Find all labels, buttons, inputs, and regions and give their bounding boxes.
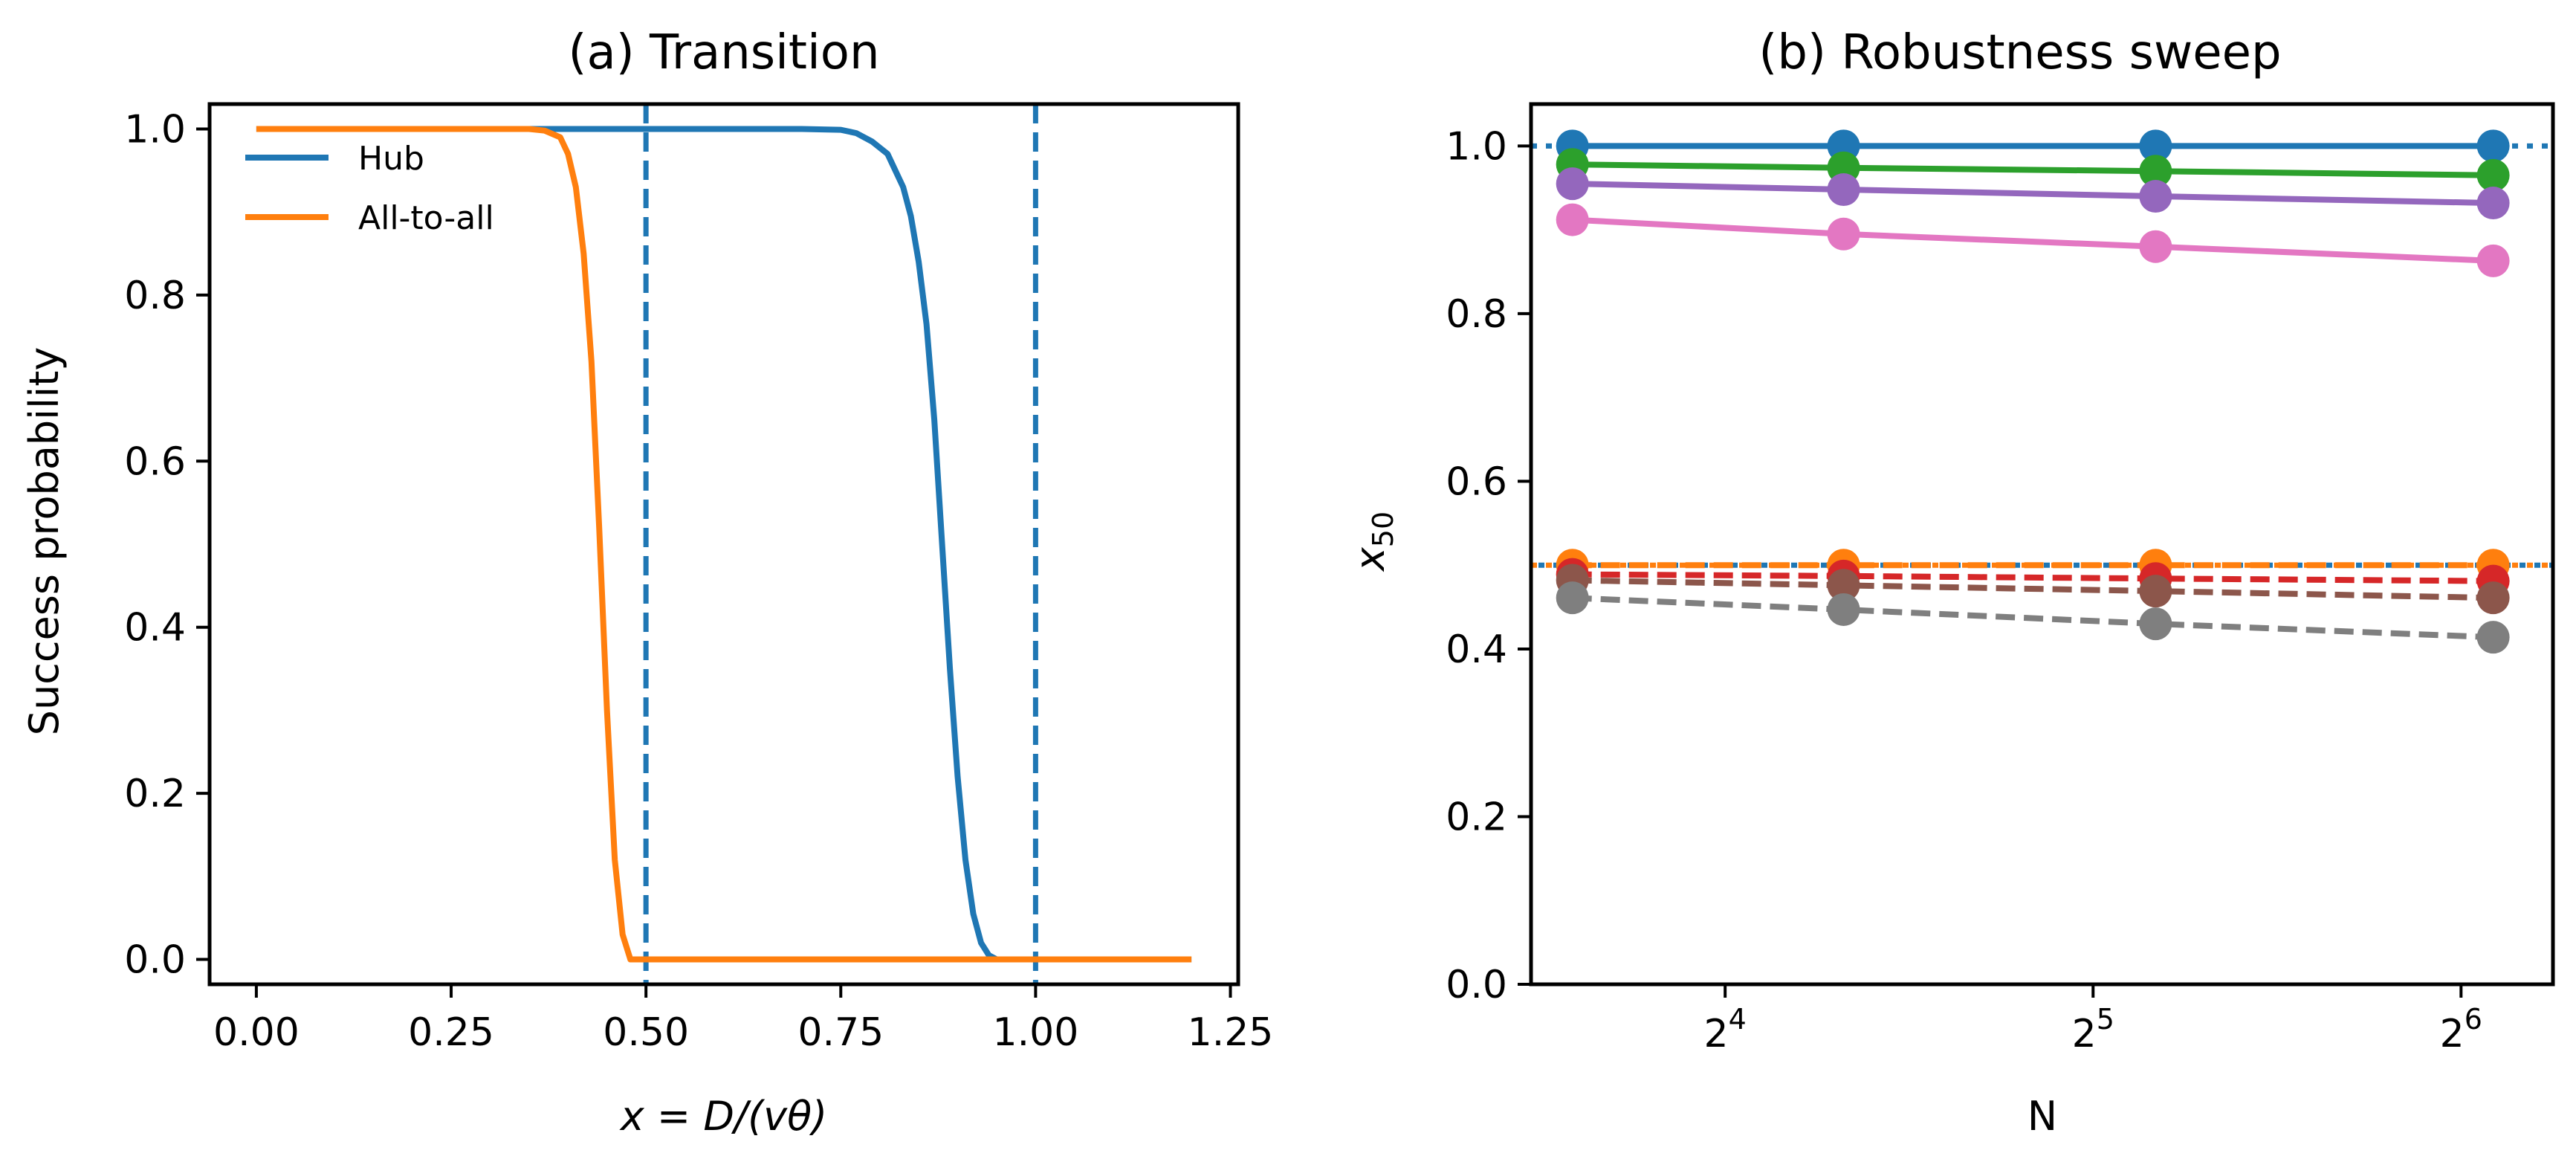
robustness-x-tick-base-2: 2 bbox=[2440, 1012, 2465, 1056]
robustness-point-1-2 bbox=[2139, 155, 2172, 188]
robustness-point-6-1 bbox=[1827, 569, 1860, 602]
transition-chart-title: (a) Transition bbox=[569, 25, 880, 80]
robustness-point-7-1 bbox=[1827, 593, 1860, 626]
robustness-y-tick-label-2: 0.4 bbox=[1446, 627, 1507, 672]
robustness-panel: (b) Robustness sweep x50 N 24 25 26 0.00.2… bbox=[1347, 25, 2555, 1140]
robustness-point-2-3 bbox=[2476, 187, 2510, 220]
robustness-y-tick-label-4: 0.8 bbox=[1446, 292, 1507, 337]
robustness-hlines bbox=[1531, 143, 2553, 568]
robustness-ylabel-sub: 50 bbox=[1367, 511, 1399, 547]
robustness-x-tick-base-1: 2 bbox=[2072, 1012, 2097, 1056]
transition-y-tick-label-2: 0.4 bbox=[124, 606, 186, 650]
robustness-y-tick-label-0: 0.0 bbox=[1446, 963, 1507, 1007]
robustness-xlabel: N bbox=[2028, 1093, 2057, 1140]
robustness-series-line-2 bbox=[1572, 181, 2494, 207]
transition-series-line-1 bbox=[256, 126, 1192, 963]
transition-ylabel: Success probability bbox=[21, 347, 68, 736]
robustness-series-line-5 bbox=[1572, 571, 2494, 584]
robustness-point-3-0 bbox=[1556, 203, 1589, 236]
robustness-x-tick-label-1: 25 bbox=[2072, 1003, 2114, 1056]
robustness-x-tick-label-0: 24 bbox=[1704, 1003, 1747, 1056]
robustness-point-2-1 bbox=[1827, 173, 1860, 207]
robustness-y-tick-label-3: 0.6 bbox=[1446, 459, 1507, 504]
robustness-point-0-2 bbox=[2139, 129, 2172, 163]
transition-x-ticks: 0.00 0.25 0.50 0.75 1.00 1.25 bbox=[213, 984, 1273, 1055]
transition-y-tick-label-4: 0.8 bbox=[124, 274, 186, 318]
transition-series bbox=[256, 126, 1192, 963]
robustness-x-tick-base-0: 2 bbox=[1704, 1012, 1729, 1056]
robustness-point-7-3 bbox=[2476, 621, 2510, 654]
transition-vlines bbox=[643, 104, 1038, 984]
robustness-x-tick-exponent-2: 6 bbox=[2465, 1003, 2482, 1036]
transition-legend-label-1: All-to-all bbox=[358, 199, 494, 237]
robustness-series-7 bbox=[1556, 581, 2510, 654]
transition-x-tick-label-2: 0.50 bbox=[603, 1010, 689, 1055]
robustness-point-6-2 bbox=[2139, 575, 2172, 608]
transition-legend-label-0: Hub bbox=[358, 140, 424, 178]
robustness-series-0 bbox=[1556, 129, 2510, 163]
robustness-series-line-7 bbox=[1572, 595, 2494, 641]
transition-x-tick-label-4: 1.00 bbox=[993, 1010, 1079, 1055]
robustness-point-3-3 bbox=[2476, 244, 2510, 277]
robustness-series-line-3 bbox=[1572, 216, 2494, 264]
robustness-axes-frame bbox=[1529, 102, 2555, 987]
robustness-series-3 bbox=[1556, 203, 2510, 277]
transition-x-tick-label-1: 0.25 bbox=[408, 1010, 494, 1055]
robustness-point-2-2 bbox=[2139, 180, 2172, 213]
robustness-point-7-0 bbox=[1556, 581, 1589, 615]
robustness-series-line-6 bbox=[1572, 577, 2494, 601]
robustness-x-tick-exponent-0: 4 bbox=[1729, 1003, 1747, 1036]
transition-y-ticks: 0.0 0.2 0.4 0.6 0.8 1.0 bbox=[124, 108, 210, 982]
transition-y-tick-label-5: 1.0 bbox=[124, 108, 186, 152]
robustness-ylabel-text: x bbox=[1347, 546, 1394, 572]
transition-series-line-0 bbox=[256, 126, 1192, 963]
transition-y-tick-label-1: 0.2 bbox=[124, 772, 186, 816]
transition-panel: (a) Transition Success probability x = D… bbox=[21, 25, 1273, 1140]
robustness-x-tick-exponent-1: 5 bbox=[2097, 1003, 2114, 1036]
transition-axes-frame bbox=[207, 102, 1240, 987]
robustness-point-3-2 bbox=[2139, 230, 2172, 263]
robustness-point-7-2 bbox=[2139, 607, 2172, 641]
robustness-y-tick-label-5: 1.0 bbox=[1446, 124, 1507, 169]
robustness-series-line-1 bbox=[1572, 161, 2494, 178]
robustness-point-2-0 bbox=[1556, 167, 1589, 201]
transition-x-tick-label-5: 1.25 bbox=[1188, 1010, 1274, 1055]
robustness-x-tick-label-2: 26 bbox=[2440, 1003, 2482, 1056]
robustness-x-ticks: 24 25 26 bbox=[1704, 984, 2482, 1056]
robustness-series bbox=[1556, 129, 2510, 654]
transition-y-tick-label-0: 0.0 bbox=[124, 937, 186, 982]
transition-y-tick-label-3: 0.6 bbox=[124, 439, 186, 484]
robustness-point-6-3 bbox=[2476, 581, 2510, 615]
transition-x-tick-label-3: 0.75 bbox=[797, 1010, 884, 1055]
transition-legend: Hub All-to-all bbox=[245, 140, 494, 237]
robustness-point-0-3 bbox=[2476, 129, 2510, 163]
transition-xlabel-text: x = D/(vθ) bbox=[619, 1093, 827, 1140]
robustness-series-2 bbox=[1556, 167, 2510, 220]
robustness-chart-title: (b) Robustness sweep bbox=[1758, 25, 2281, 80]
robustness-y-tick-label-1: 0.2 bbox=[1446, 795, 1507, 839]
robustness-point-1-3 bbox=[2476, 158, 2510, 192]
transition-x-tick-label-0: 0.00 bbox=[213, 1010, 300, 1055]
robustness-point-3-1 bbox=[1827, 217, 1860, 251]
robustness-series-6 bbox=[1556, 564, 2510, 615]
transition-xlabel: x = D/(vθ) bbox=[619, 1093, 827, 1140]
robustness-y-ticks: 0.0 0.2 0.4 0.6 0.8 1.0 bbox=[1446, 124, 1531, 1007]
robustness-ylabel: x50 bbox=[1347, 511, 1399, 572]
